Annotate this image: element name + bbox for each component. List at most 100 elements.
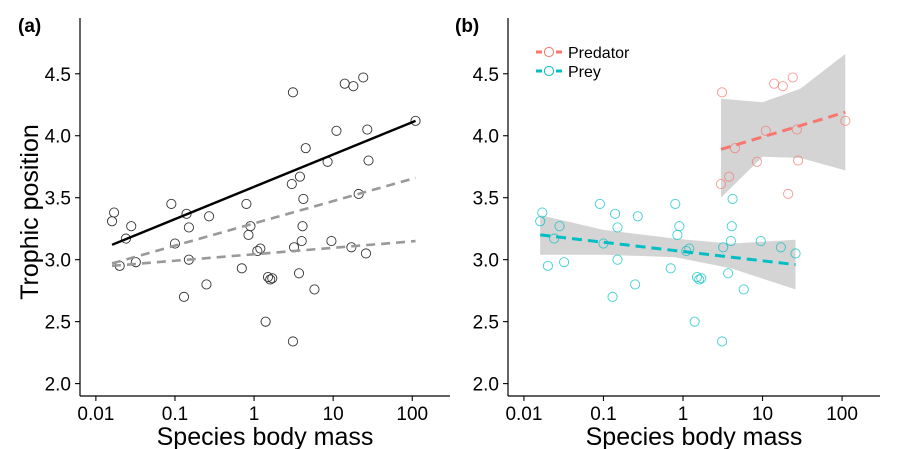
data-point [298, 193, 309, 204]
data-point-prey [696, 273, 707, 284]
data-point [183, 222, 194, 233]
panel-a: 2.0 2.5 3.0 3.5 4.0 4.5 0.01 0.1 1 10 100 Species b… [16, 16, 450, 449]
regression-line [111, 119, 416, 246]
data-point-prey [755, 236, 766, 247]
data-point-predator [840, 115, 851, 126]
data-point-prey [542, 260, 553, 271]
data-point-prey [632, 211, 643, 222]
panel-b: 2.0 2.5 3.0 3.5 4.0 4.5 0.01 0.1 1 10 100 Species b… [455, 16, 880, 449]
y-tick-label: 3.0 [473, 251, 499, 272]
legend-key-marker [543, 46, 555, 58]
data-point-prey [665, 263, 676, 274]
x-tick-label: 0.1 [590, 404, 616, 425]
x-tick-label: 10 [752, 404, 773, 425]
data-point-prey [694, 274, 705, 285]
data-point-prey [727, 193, 738, 204]
data-point-prey [559, 257, 570, 268]
data-point-predator [715, 179, 727, 190]
y-tick-label: 2.0 [473, 375, 499, 396]
x-tick-label: 100 [826, 404, 858, 425]
data-point-predator [729, 143, 741, 154]
data-point [294, 171, 305, 182]
trend-line-prey [540, 233, 796, 267]
data-point-prey [689, 316, 700, 327]
y-tick-label: 4.5 [45, 65, 71, 86]
data-point [169, 238, 181, 249]
data-point [410, 115, 421, 126]
data-point [204, 211, 215, 222]
data-point-prey [630, 279, 641, 290]
data-point [296, 236, 307, 247]
legend-label-predator: Predator [568, 45, 630, 62]
data-point [106, 216, 118, 227]
y-tick-label: 3.0 [45, 251, 71, 272]
data-point-prey [670, 198, 681, 209]
y-tick-label: 4.0 [45, 127, 71, 148]
data-point-prey [723, 268, 734, 279]
data-point [363, 155, 374, 166]
data-point-prey [775, 242, 786, 253]
data-point-prey [594, 198, 605, 209]
data-point-predator [783, 188, 794, 200]
x-tick-label: 0.01 [505, 404, 542, 425]
y-tick-label: 2.5 [473, 313, 499, 334]
data-point-prey [612, 222, 623, 233]
data-point [360, 248, 372, 259]
data-point [166, 198, 177, 209]
data-point [255, 243, 266, 254]
data-point-prey [674, 221, 685, 232]
data-point-predator [777, 81, 788, 92]
data-point [287, 87, 298, 98]
data-point [109, 207, 120, 218]
data-point [362, 124, 373, 135]
data-point [120, 233, 131, 244]
y-tick-label: 3.5 [45, 189, 71, 210]
y-tick-label: 3.5 [473, 189, 499, 210]
data-point [243, 229, 254, 240]
data-point-prey [612, 254, 623, 265]
data-point [309, 284, 320, 295]
data-point-predator [793, 155, 804, 166]
data-point [130, 257, 141, 268]
legend-key-marker [543, 65, 555, 77]
data-point-predator [769, 78, 780, 89]
x-tick-label: 1 [678, 404, 689, 425]
data-point [267, 273, 278, 284]
dashed-regression-line [111, 239, 416, 268]
data-point-prey [537, 207, 548, 218]
data-point [265, 274, 276, 285]
data-point-predator [724, 171, 735, 182]
x-tick-label: 0.1 [162, 404, 188, 425]
data-point [241, 198, 252, 209]
data-point-prey [738, 284, 749, 295]
data-point [286, 179, 297, 190]
data-point [236, 263, 247, 274]
data-point-prey [607, 291, 618, 302]
panel-label: (b) [455, 16, 479, 37]
data-point [181, 208, 192, 219]
data-point [297, 221, 308, 232]
x-tick-label: 10 [323, 404, 344, 425]
legend: Predator Prey [536, 45, 630, 81]
y-axis-title: Trophic position [16, 124, 44, 300]
x-axis-title: Species body mass [157, 423, 374, 449]
dashed-regression-line [111, 176, 416, 265]
data-point [300, 143, 311, 154]
data-point [293, 268, 305, 279]
data-point-prey [672, 229, 683, 240]
data-point [346, 242, 357, 253]
data-point-predator [717, 87, 728, 98]
data-point-prey [554, 221, 565, 232]
data-point [287, 336, 298, 347]
data-point [339, 78, 350, 89]
data-point-prey [725, 236, 736, 247]
data-point-prey [549, 233, 560, 244]
confidence-ribbon-predator [721, 53, 846, 198]
data-point-predator [760, 125, 771, 136]
trend-line-predator [720, 110, 846, 151]
data-point [353, 188, 364, 200]
data-point-prey [610, 208, 621, 219]
data-point-prey [726, 221, 737, 232]
data-point [358, 72, 369, 83]
